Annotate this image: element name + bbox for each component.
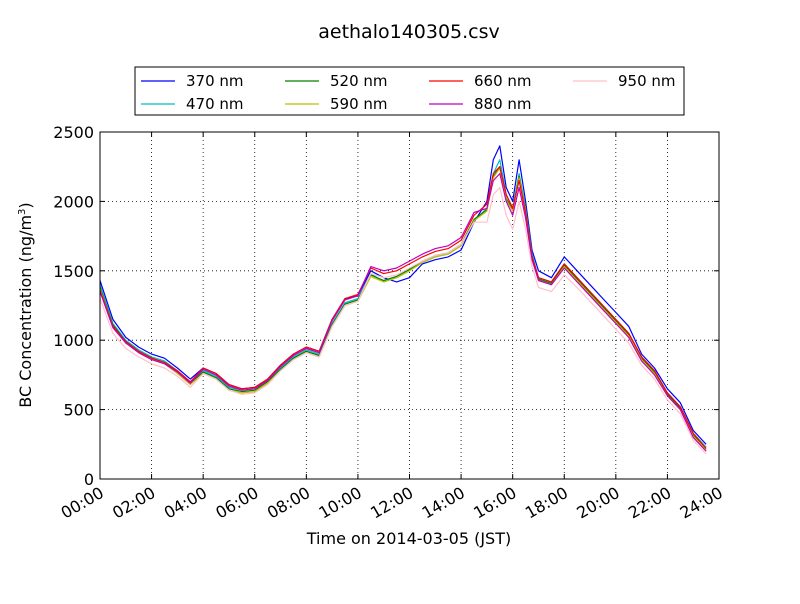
y-axis-label-close: ) [16,202,35,208]
y-tick-label: 2500 [53,123,94,142]
plot-area [100,132,719,479]
y-tick-label: 2000 [53,192,94,211]
legend-entries: 370 nm 470 nm 520 nm 590 nm 660 nm 880 nm 950 … [141,72,676,113]
y-axis-label-sup: 3 [17,209,28,215]
legend-label: 370 nm [186,72,244,90]
chart-title: aethalo140305.csv [318,21,500,43]
legend-entry: 590 nm [285,95,388,113]
legend-label: 880 nm [474,95,532,113]
legend-entry: 950 nm [573,72,676,90]
y-tick-labels: 0 500 1000 1500 2000 2500 [53,123,94,489]
y-axis-label: BC Concentration (ng/m3) [16,202,35,407]
legend-frame [134,66,685,116]
legend-label: 590 nm [330,95,388,113]
y-tick-label: 1000 [53,331,94,350]
legend-entry: 520 nm [285,72,388,90]
legend-entry: 880 nm [429,95,532,113]
ticks [99,131,720,480]
legend-entry: 370 nm [141,72,244,90]
legend-entry: 470 nm [141,95,244,113]
y-tick-label: 500 [63,401,94,420]
legend-entry: 660 nm [429,72,532,90]
series-line-660-nm [99,166,707,449]
series-line-880-nm [99,173,707,452]
series-lines [99,145,707,455]
y-axis-label-main: BC Concentration (ng/m [16,215,35,408]
x-axis-label: Time on 2014-03-05 (JST) [306,529,511,548]
legend-label: 520 nm [330,72,388,90]
legend-label: 470 nm [186,95,244,113]
legend: 370 nm 470 nm 520 nm 590 nm 660 nm 880 nm 950 … [134,66,685,116]
y-tick-label: 0 [84,470,94,489]
legend-label: 660 nm [474,72,532,90]
legend-label: 950 nm [618,72,676,90]
series-line-950-nm [99,186,707,455]
y-tick-label: 1500 [53,262,94,281]
